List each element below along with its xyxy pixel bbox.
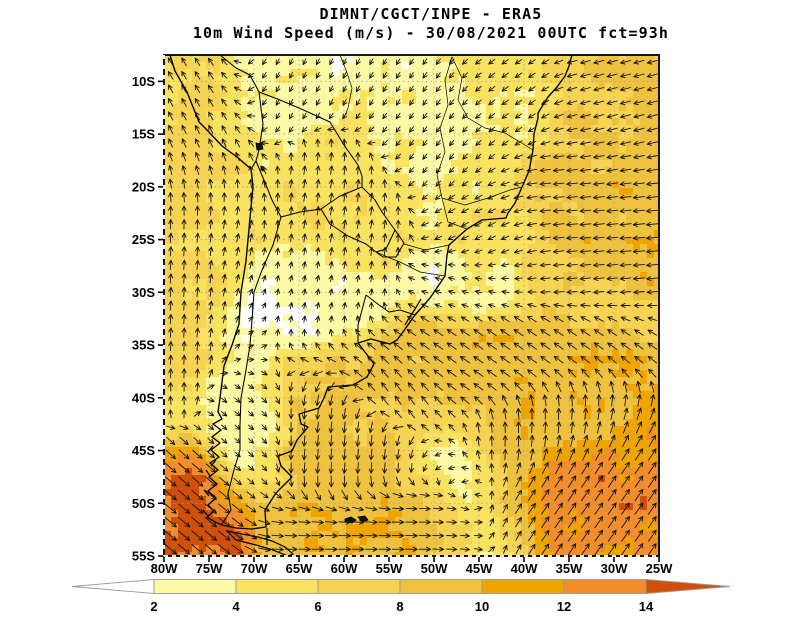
x-axis-label: 35W (556, 561, 583, 576)
colorbar-label: 12 (557, 599, 571, 614)
y-axis-label: 30S (132, 285, 155, 300)
y-axis-label: 45S (132, 443, 155, 458)
figure-title: DIMNT/CGCT/INPE - ERA5 (320, 5, 543, 23)
colorbar-under-arrow (71, 579, 155, 594)
x-axis-label: 80W (151, 561, 178, 576)
x-axis-label: 55W (376, 561, 403, 576)
x-axis-label: 30W (601, 561, 628, 576)
colorbar-label: 10 (475, 599, 489, 614)
colorbar-segment (481, 579, 565, 594)
colorbar-over-arrow (645, 579, 731, 594)
y-axis-label: 10S (132, 74, 155, 89)
coastline (169, 55, 573, 530)
colorbar-segment (235, 579, 319, 594)
y-axis-label: 15S (132, 127, 155, 142)
colorbar-segment (563, 579, 647, 594)
y-axis-label: 40S (132, 390, 155, 405)
x-axis-label: 40W (511, 561, 538, 576)
colorbar-label: 8 (396, 599, 403, 614)
colorbar-label: 2 (150, 599, 157, 614)
colorbar-segment (317, 579, 401, 594)
y-axis-label: 20S (132, 179, 155, 194)
y-axis-label: 50S (132, 496, 155, 511)
x-axis-label: 70W (241, 561, 268, 576)
colorbar-label: 14 (639, 599, 654, 614)
x-axis-label: 65W (286, 561, 313, 576)
y-axis-label: 25S (132, 232, 155, 247)
tierra-del-fuego-fjords (202, 298, 422, 556)
x-axis-label: 60W (331, 561, 358, 576)
x-axis-label: 50W (421, 561, 448, 576)
wind-vector-arrows (164, 57, 659, 556)
colorbar-segment (153, 579, 237, 594)
x-axis-label: 75W (196, 561, 223, 576)
figure-subtitle: 10m Wind Speed (m/s) - 30/08/2021 00UTC … (193, 24, 669, 42)
x-axis-label: 45W (466, 561, 493, 576)
country-borders (219, 55, 416, 545)
vector-arrows-path (164, 57, 659, 556)
map-frame-and-axes: 80W 75W 70W 65W 60W 55W 50W 45W 40W 35W 30W 25W 10S 1… (132, 54, 673, 576)
colorbar: 2 4 6 8 10 12 14 (71, 579, 731, 614)
colorbar-segment (399, 579, 483, 594)
colorbar-label: 4 (232, 599, 240, 614)
y-axis-label: 35S (132, 338, 155, 353)
colorbar-label: 6 (314, 599, 321, 614)
y-axis-label: 55S (132, 549, 155, 564)
x-axis-label: 25W (646, 561, 673, 576)
